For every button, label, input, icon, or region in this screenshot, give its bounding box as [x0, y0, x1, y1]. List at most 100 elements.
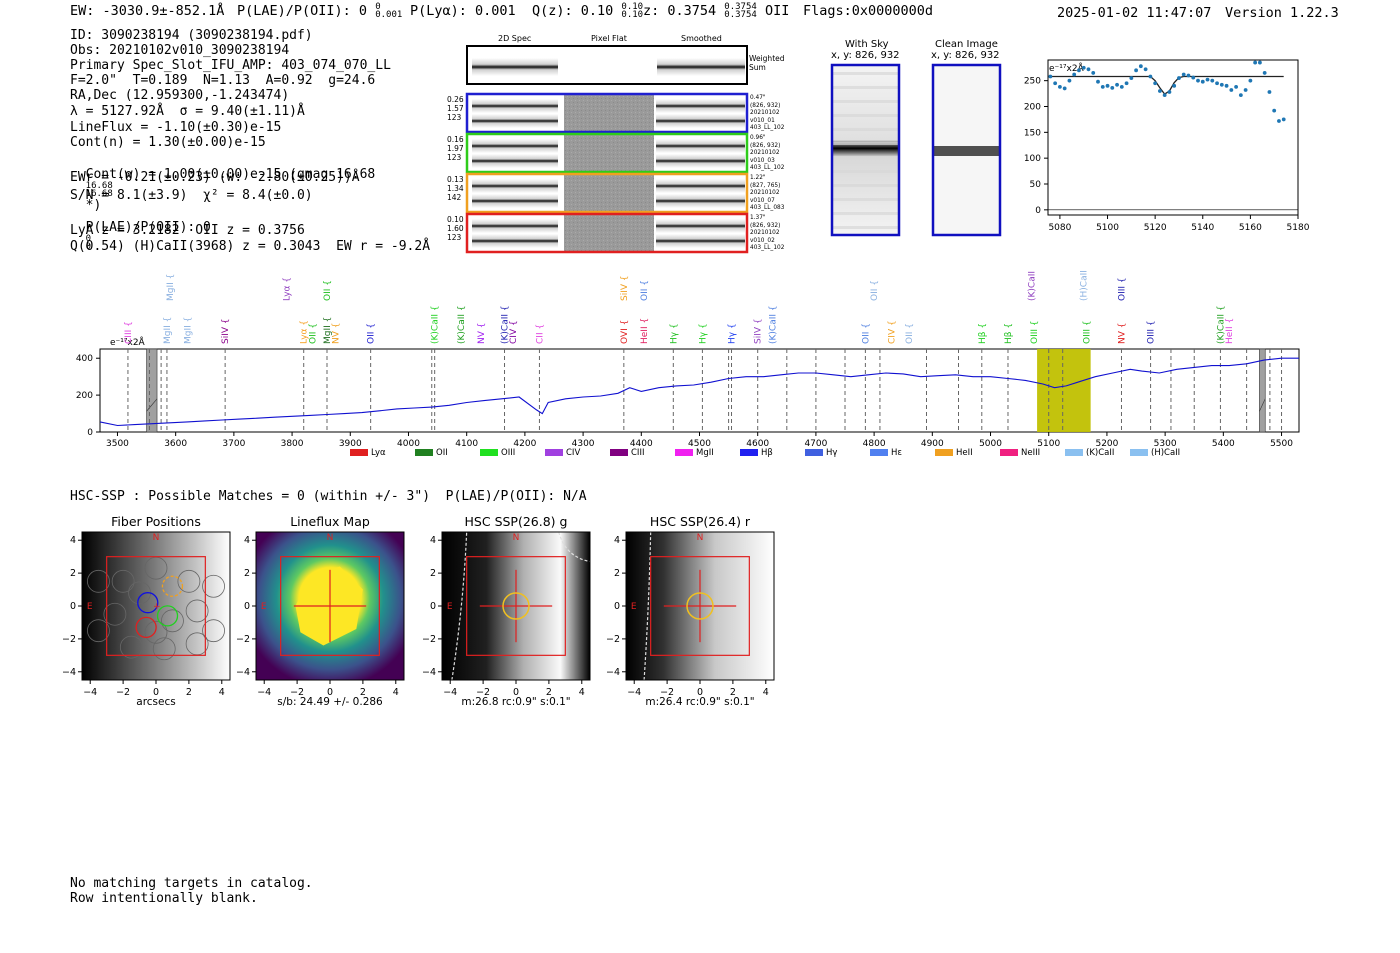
spec-line-label: OII { [367, 323, 377, 344]
zoom-data-point [1162, 93, 1167, 98]
hsc-ytick-label: 2 [614, 568, 620, 579]
legend-label: Hβ [761, 448, 773, 458]
cutout-row-frame [465, 172, 749, 214]
zoom-data-point [1277, 119, 1281, 123]
hsc-panel: N E 4 2 0 −2 −4 −4 −2 0 2 4 [236, 531, 405, 698]
hsc-aperture-box [106, 556, 206, 656]
info-lineflux: LineFlux = -1.10(±0.30)e-15 [70, 120, 282, 135]
header-qz: Q(z): 0.10 0.10 0.10 [532, 2, 644, 20]
weighted-sum-label: Weighted Sum [749, 54, 785, 72]
fiber-circle [103, 602, 127, 626]
zoom-frame [1047, 59, 1299, 216]
zoom-data-point [1238, 93, 1243, 98]
legend-swatch [740, 449, 758, 456]
info-q: Q(0.54) (H)CaII(3968) z = 0.3043 EW r = … [70, 239, 431, 254]
hsc-aperture-box [650, 556, 750, 656]
legend-label: CIV [566, 448, 581, 458]
spec-line-label: (K)CaII { [457, 305, 467, 344]
spec-line-label: Hβ { [1004, 323, 1014, 344]
zoom-data-point [1215, 81, 1219, 86]
legend-label: (H)CaII [1151, 448, 1181, 458]
hsc-ytick-label: 4 [614, 535, 620, 546]
cutout-row-right-label: 0.96" [750, 135, 766, 141]
spec-xtick-label: 4100 [455, 439, 478, 449]
zoom-data-point [1081, 65, 1086, 70]
cutout-row-left-label: 1.97 [447, 144, 464, 153]
hsc-xtick-label: 2 [730, 687, 736, 698]
cutout-smooth-band-top [656, 139, 745, 153]
cutout-row-right-label: 20210102 [750, 150, 780, 156]
zoom-data-point [1205, 77, 1210, 82]
weighted-sum-row [466, 45, 748, 85]
fiber-circle [87, 619, 110, 643]
spec-line-label: OIII { [1147, 320, 1157, 344]
fiber-circle [161, 609, 184, 633]
zoom-data-point [1158, 89, 1162, 93]
hsc-ytick-label: −2 [606, 634, 620, 645]
spec-xtick-label: 4500 [688, 439, 711, 449]
hsc-panel-xlabel: m:26.4 rc:0.9" s:0.1" [645, 696, 755, 708]
header-ew: EW: -3030.9±-852.1Å [70, 3, 225, 19]
hsc-xtick-label: 2 [546, 687, 552, 698]
clean-image [931, 63, 1002, 237]
spec-xtick-label: 4800 [863, 439, 886, 449]
cutout-row-right-label: 403_LL_083 [750, 205, 785, 211]
header-qz-label: Q(z): 0.10 [532, 3, 614, 19]
fiber-center-mark: + [153, 602, 161, 612]
footer-line-2: Row intentionally blank. [70, 891, 258, 906]
hsc-xtick-label: 0 [153, 687, 159, 698]
zoom-xtick-label: 5100 [1096, 223, 1119, 233]
cutout-row-left-label: 1.57 [447, 104, 464, 113]
fiber-circle [202, 619, 225, 643]
legend-swatch [545, 449, 563, 456]
zoom-ytick-label: 250 [1024, 77, 1041, 87]
header-plae-label: P(LAE)/P(OII): 0 [237, 3, 368, 19]
header-z: z: 0.3754 0.3754 0.3754 OII [643, 3, 789, 20]
spec-upper-line-label: OII { [640, 280, 650, 301]
spec-xtick-label: 3800 [281, 439, 304, 449]
header-plae-sub: 0.001 [375, 10, 403, 20]
zoom-data-point [1272, 108, 1277, 113]
hsc-xtick-label: −2 [476, 687, 490, 698]
hsc-contour-right [558, 531, 591, 563]
zoom-xtick-label: 5120 [1144, 223, 1167, 233]
cutout-pixel-flat [564, 94, 654, 132]
hsc-panel: N E 4 2 0 −2 −4 −4 −2 0 2 4 [606, 531, 775, 698]
cutout-row-right-label: 20210102 [750, 190, 780, 196]
zoom-data-point [1048, 74, 1053, 79]
zoom-ytick-label: 0 [1035, 206, 1041, 216]
spec-upper-line-label: (K)CaII { [1027, 268, 1037, 301]
cutout-row-right-label: (826, 932) [750, 102, 781, 109]
cutout-row-left-label: 123 [447, 153, 462, 162]
zoom-data-point [1200, 79, 1205, 84]
zoom-data-point [1172, 83, 1177, 88]
cutout-row-right-label: (826, 932) [750, 222, 781, 229]
spec-line-label: OVI { [620, 320, 630, 344]
spec-frame [99, 348, 1300, 433]
info-obs: Obs: 20210102v010_3090238194 [70, 43, 290, 58]
zoom-data-point [1115, 82, 1119, 87]
info-sn: S/N = 8.1(±3.9) χ² = 8.4(±0.0) [70, 188, 313, 203]
zoom-data-point [1196, 78, 1200, 83]
header-qz-sup: 0.10 [621, 2, 644, 12]
cutout-row-right-label: (826, 932) [750, 142, 781, 149]
legend-item: (K)CaII [1065, 448, 1114, 458]
hsc-contour-left [643, 531, 652, 681]
zoom-data-point [1186, 73, 1191, 78]
fiber-circle [185, 599, 209, 623]
hsc-xtick-label: 0 [513, 687, 519, 698]
clean-xy: x, y: 826, 932 [931, 50, 1000, 61]
spec-line-label: Lyα { [300, 320, 310, 344]
spec-flux-trace [99, 357, 1299, 427]
legend-item: (H)CaII [1130, 448, 1180, 458]
zoom-data-point [1153, 81, 1158, 86]
cutout-smooth-band-top [656, 99, 745, 113]
hsc-ytick-label: −4 [422, 667, 436, 678]
fiber-circle [111, 569, 135, 593]
info-fit: F=2.0" T=0.189 N=1.13 A=0.92 g=24.6 [70, 73, 376, 88]
zoom-data-point [1053, 81, 1058, 86]
cutout-row-left-label: 0.10 [447, 215, 464, 224]
cutout-smooth-band-top [656, 219, 745, 233]
cutout-row [465, 132, 749, 174]
